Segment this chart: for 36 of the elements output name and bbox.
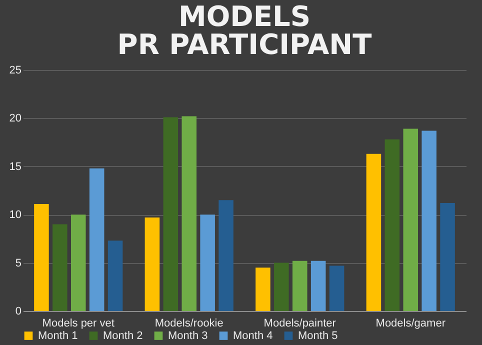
bar bbox=[274, 262, 289, 311]
bar bbox=[89, 168, 104, 311]
y-tick-label: 25 bbox=[9, 64, 22, 76]
x-tick-label: Models/painter bbox=[264, 318, 336, 330]
bar bbox=[108, 240, 123, 311]
legend-label: Month 5 bbox=[298, 330, 338, 342]
bar bbox=[218, 200, 234, 311]
chart-title: MODELS PR PARTICIPANT bbox=[117, 0, 372, 61]
bar bbox=[34, 204, 49, 311]
bar bbox=[256, 268, 270, 311]
bar bbox=[52, 224, 68, 311]
y-tick-label: 0 bbox=[15, 306, 22, 318]
y-tick-label: 20 bbox=[9, 112, 22, 125]
y-tick-label: 15 bbox=[9, 160, 22, 173]
bar bbox=[366, 154, 382, 311]
bar bbox=[144, 217, 160, 311]
bar bbox=[200, 214, 215, 311]
x-tick-label: Models per vet bbox=[42, 318, 114, 330]
bar bbox=[440, 203, 455, 311]
legend-label: Month 3 bbox=[168, 330, 208, 342]
legend-label: Month 4 bbox=[233, 330, 273, 342]
bar bbox=[310, 260, 326, 311]
legend-label: Month 2 bbox=[103, 330, 143, 342]
legend-label: Month 1 bbox=[38, 330, 78, 342]
bar bbox=[70, 214, 86, 311]
y-tick-label: 10 bbox=[9, 209, 22, 222]
bar bbox=[403, 128, 418, 311]
bar bbox=[384, 139, 400, 311]
x-tick-label: Models/gamer bbox=[376, 318, 446, 330]
bar bbox=[182, 116, 197, 311]
x-tick-label: Models/rookie bbox=[154, 318, 224, 330]
y-tick-label: 5 bbox=[15, 257, 22, 270]
bar bbox=[422, 130, 436, 311]
bar bbox=[163, 117, 178, 311]
bar bbox=[292, 260, 308, 311]
bar bbox=[329, 266, 344, 311]
